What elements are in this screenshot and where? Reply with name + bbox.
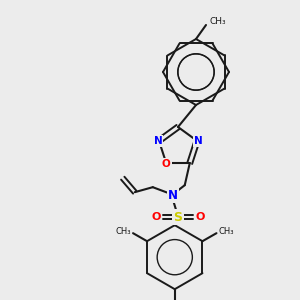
Text: S: S xyxy=(173,211,182,224)
Text: CH₃: CH₃ xyxy=(218,227,234,236)
Text: O: O xyxy=(162,159,171,169)
Text: O: O xyxy=(151,212,160,222)
Text: N: N xyxy=(154,136,162,146)
Text: CH₃: CH₃ xyxy=(116,227,131,236)
Text: CH₃: CH₃ xyxy=(210,16,226,26)
Text: N: N xyxy=(194,136,202,146)
Text: O: O xyxy=(195,212,204,222)
Text: N: N xyxy=(168,189,178,202)
